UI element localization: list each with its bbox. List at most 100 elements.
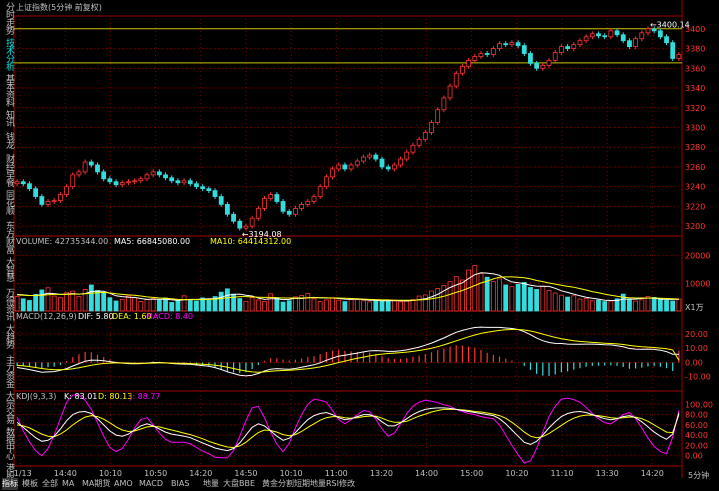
volume-bar [237, 298, 243, 312]
side-tab-2[interactable]: 基本资料 [4, 74, 14, 106]
candle [589, 33, 595, 38]
bottom-tab-11[interactable]: 短期地量 [294, 479, 326, 488]
price-low-label: ←3194.08 [242, 230, 282, 239]
volume-bar [88, 284, 94, 312]
volume-tick-label: 20000 [685, 252, 710, 261]
side-tab-1[interactable]: 技术分析 [4, 38, 14, 70]
candle [639, 32, 645, 40]
x-tick-label: 14:20 [189, 469, 212, 478]
bottom-tab-2[interactable]: 全部 [42, 479, 58, 488]
side-tab-3[interactable]: 知讯 [4, 110, 14, 126]
volume-bar [460, 279, 465, 312]
side-tab-7[interactable]: 东方财富 [4, 221, 14, 253]
x-tick-label: 11:00 [325, 469, 348, 478]
candle [670, 42, 676, 59]
macd-dif-line [17, 326, 679, 377]
candle [262, 198, 267, 209]
volume-bar [14, 296, 20, 312]
volume-bar [243, 300, 249, 312]
side-tab-14[interactable]: 港股 [4, 463, 14, 479]
candle [565, 46, 570, 49]
price-tick-label: 3240 [685, 183, 705, 192]
candle [540, 64, 546, 69]
macd-header: MACD(12,26,9) [16, 312, 77, 321]
bottom-tab-1[interactable]: 模板 [22, 479, 38, 488]
volume-bar [608, 300, 614, 312]
volume-bar [138, 301, 144, 312]
candle [76, 171, 82, 176]
candle [280, 201, 286, 212]
side-tab-8[interactable]: 大智慧 [4, 257, 14, 281]
candle [361, 156, 366, 162]
candle [206, 188, 212, 192]
bottom-tab-6[interactable]: MACD [139, 479, 163, 488]
candle [175, 180, 181, 184]
candle [144, 174, 150, 180]
candle [200, 186, 206, 190]
price-tick-label: 3280 [685, 143, 705, 152]
side-tab-9[interactable]: 万得资讯 [4, 288, 14, 320]
bottom-tab-7[interactable]: BIAS [171, 479, 190, 488]
candle [651, 28, 657, 32]
side-tab-13[interactable]: 数据中心 [4, 427, 14, 459]
x-tick-label: 10:20 [505, 469, 528, 478]
volume-bar [614, 298, 620, 312]
volume-ma5-value: MA5: 66845080.00 [114, 237, 190, 246]
side-tab-0[interactable]: 分时走势 [4, 2, 14, 34]
candle [391, 164, 397, 170]
volume-bar [571, 295, 577, 312]
volume-bar [51, 295, 57, 312]
volume-tick-label: 10000 [685, 279, 710, 288]
macd-dea-line [17, 329, 680, 373]
candle [460, 65, 465, 74]
price-tick-label: 3380 [685, 45, 705, 54]
candle [398, 158, 403, 166]
macd-tick-label: 20.00 [685, 330, 708, 339]
candle [126, 181, 131, 184]
volume-bar [200, 297, 206, 312]
volume-bar [503, 284, 509, 312]
candle [614, 30, 620, 36]
candle [410, 144, 416, 153]
kdj-tick-label: 80.00 [685, 411, 708, 420]
volume-bar [206, 299, 212, 312]
bottom-tab-3[interactable]: MA [62, 479, 75, 488]
volume-bar [187, 298, 193, 312]
bottom-tab-4[interactable]: MA期货 [82, 479, 111, 488]
bottom-tab-10[interactable]: 黄金分割 [262, 479, 294, 488]
volume-bar [354, 299, 360, 312]
volume-bar [255, 299, 261, 312]
bottom-tab-5[interactable]: AMO [114, 479, 133, 488]
candle [212, 190, 218, 197]
volume-bar [348, 298, 354, 312]
side-tab-11[interactable]: 主力资金 [4, 355, 14, 387]
price-high-label: ←3400.14 [650, 21, 690, 30]
bottom-tab-9[interactable]: 大盘BBE [223, 479, 256, 488]
side-tab-12[interactable]: 大宗交易 [4, 391, 14, 423]
side-tab-10[interactable]: 大趋势 [4, 324, 14, 348]
candle [156, 171, 162, 176]
candle [163, 174, 168, 179]
bottom-tab-8[interactable]: 地量 [203, 479, 219, 488]
volume-bar [311, 298, 317, 312]
candle [422, 132, 428, 140]
candle [305, 201, 311, 205]
side-tab-5[interactable]: 财经早餐 [4, 154, 14, 186]
bottom-tab-0[interactable]: 指标 [2, 478, 18, 490]
side-tab-4[interactable]: 钱龙 [4, 132, 14, 148]
macd-dea-value: DEA: 1.60 [112, 312, 152, 321]
candle [132, 180, 138, 183]
candle [416, 138, 422, 146]
side-tab-bar [0, 0, 13, 491]
candle [64, 186, 69, 195]
volume-bar [528, 287, 533, 312]
candle [33, 188, 39, 197]
candle [231, 213, 236, 222]
volume-bar [20, 298, 26, 312]
candle [249, 217, 255, 227]
volume-bar [627, 298, 632, 312]
candle [119, 182, 125, 186]
side-tab-6[interactable]: 同花顺 [4, 190, 14, 214]
candle [14, 181, 20, 185]
bottom-tab-12[interactable]: RSI修改 [326, 479, 355, 488]
